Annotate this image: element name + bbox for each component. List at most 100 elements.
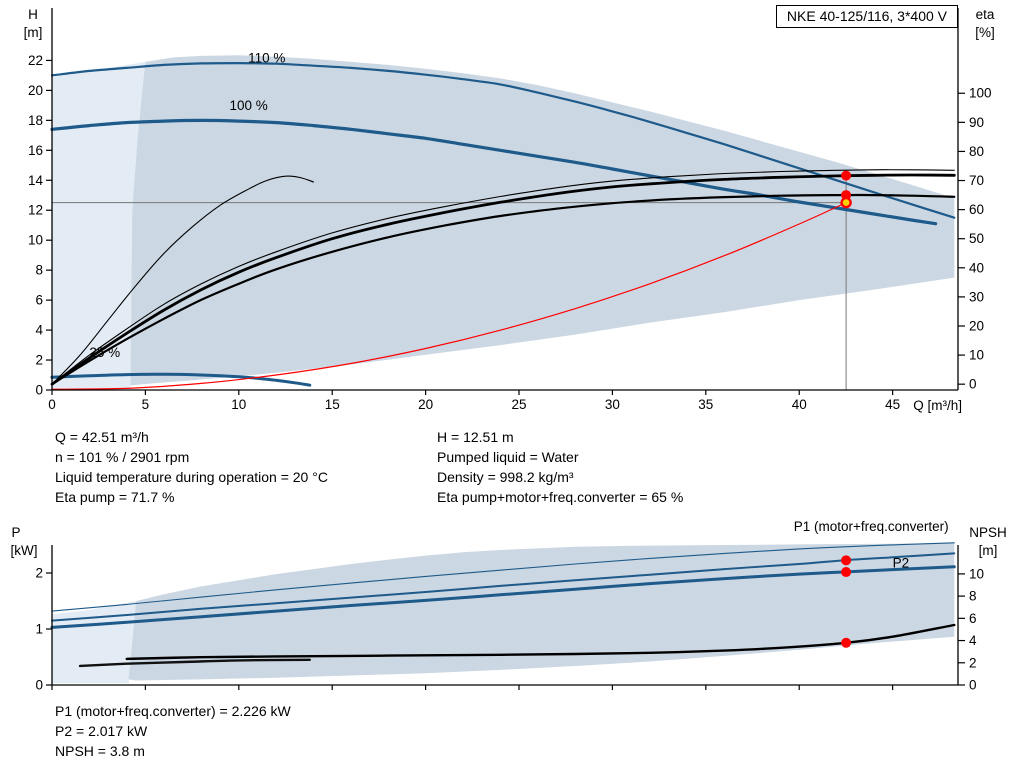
- marker-duty-p1: [841, 555, 852, 566]
- svg-text:0: 0: [969, 377, 977, 392]
- info-line-eta-pump: Eta pump = 71.7 %: [55, 489, 175, 505]
- svg-text:2: 2: [35, 353, 43, 368]
- power-info: P1 (motor+freq.converter) = 2.226 kW P2 …: [55, 701, 291, 761]
- info-line-h: H = 12.51 m: [437, 429, 514, 445]
- y-right-axis-title: NPSH: [969, 525, 1007, 540]
- svg-text:10: 10: [969, 566, 984, 581]
- svg-text:8: 8: [35, 263, 43, 278]
- y-right-axis-unit: [%]: [975, 25, 995, 40]
- marker-duty-eta-pump: [841, 170, 852, 181]
- y-right-axis-unit: [m]: [979, 543, 998, 558]
- envelope-areas: [52, 55, 955, 389]
- curve-label: 110 %: [248, 51, 285, 66]
- svg-text:100: 100: [969, 86, 992, 101]
- svg-text:1: 1: [35, 622, 43, 637]
- svg-text:2: 2: [35, 566, 43, 581]
- svg-text:70: 70: [969, 173, 984, 188]
- svg-text:0: 0: [969, 678, 977, 693]
- pump-model-title: NKE 40-125/116, 3*400 V: [786, 8, 947, 24]
- svg-text:22: 22: [28, 53, 43, 68]
- duty-info-left: Q = 42.51 m³/h n = 101 % / 2901 rpm Liqu…: [55, 427, 328, 507]
- svg-text:25: 25: [511, 397, 526, 412]
- info-line-density: Density = 998.2 kg/m³: [437, 469, 574, 485]
- y-left-axis-title: H: [28, 7, 38, 22]
- svg-text:40: 40: [792, 397, 807, 412]
- area-operating-envelope: [130, 55, 955, 386]
- svg-text:18: 18: [28, 113, 43, 128]
- area-envelope-left: [52, 61, 146, 389]
- series-speed-110: [50, 62, 956, 219]
- svg-text:0: 0: [48, 397, 56, 412]
- svg-text:30: 30: [969, 289, 984, 304]
- svg-text:8: 8: [969, 589, 977, 604]
- series-eta-pump-tolerance: [51, 169, 955, 385]
- svg-text:45: 45: [885, 397, 900, 412]
- svg-text:6: 6: [969, 611, 977, 626]
- info-line-q: Q = 42.51 m³/h: [55, 429, 149, 445]
- curve-label: 25 %: [89, 345, 120, 360]
- svg-text:40: 40: [969, 260, 984, 275]
- svg-text:4: 4: [969, 633, 977, 648]
- svg-text:2: 2: [969, 655, 977, 670]
- series-system-curve: [51, 202, 847, 390]
- info-line-p2: P2 = 2.017 kW: [55, 723, 148, 739]
- duty-crosshair: [52, 175, 847, 390]
- svg-text:6: 6: [35, 293, 43, 308]
- curve-label: P2: [893, 555, 910, 570]
- chart-power: P1 (motor+freq.converter) P2 0 1 2 0 2 4 6 8 10 P [k…: [11, 519, 1007, 693]
- svg-text:20: 20: [28, 83, 43, 98]
- y-right-axis-title: eta: [976, 7, 995, 22]
- x-axis-title: Q [m³/h]: [913, 398, 962, 413]
- axes: 0 1 2 0 2 4 6 8 10: [35, 545, 984, 693]
- info-line-p1: P1 (motor+freq.converter) = 2.226 kW: [55, 703, 291, 719]
- marker-duty-npsh: [841, 637, 852, 648]
- svg-text:14: 14: [28, 173, 44, 188]
- axes: 0 5 10 15 20 25 30 35 40 45 0 2 4 6 8 10 12 14 16 18 20 22 0 10…: [28, 8, 992, 412]
- info-line-eta-total: Eta pump+motor+freq.converter = 65 %: [437, 489, 684, 505]
- svg-text:10: 10: [231, 397, 246, 412]
- marker-duty-point: [840, 196, 852, 209]
- series-eta-total: [50, 193, 956, 386]
- area-power-envelope-left: [52, 601, 137, 684]
- series-p2: [50, 565, 956, 629]
- y-left-axis-title: P: [11, 525, 20, 540]
- info-line-liquid: Pumped liquid = Water: [437, 449, 579, 465]
- svg-text:0: 0: [35, 383, 43, 398]
- duty-markers: [841, 555, 852, 648]
- svg-text:5: 5: [142, 397, 150, 412]
- series-p1: [51, 552, 956, 622]
- marker-duty-p2: [841, 567, 852, 578]
- svg-text:60: 60: [969, 202, 984, 217]
- y-left-axis-unit: [m]: [24, 25, 43, 40]
- svg-text:15: 15: [325, 397, 340, 412]
- svg-text:0: 0: [35, 678, 43, 693]
- info-line-npsh: NPSH = 3.8 m: [55, 743, 145, 759]
- curve-label: P1 (motor+freq.converter): [794, 519, 949, 534]
- svg-text:10: 10: [28, 233, 43, 248]
- series-eta-reduced-speed: [51, 175, 315, 385]
- svg-text:20: 20: [418, 397, 433, 412]
- y-left-axis-unit: [kW]: [11, 543, 38, 558]
- svg-text:50: 50: [969, 231, 984, 246]
- curves: [50, 62, 956, 390]
- svg-text:4: 4: [35, 323, 43, 338]
- series-speed-25: [50, 372, 312, 387]
- pump-title-box: NKE 40-125/116, 3*400 V: [775, 5, 958, 28]
- svg-text:12: 12: [28, 203, 43, 218]
- series-p-25-speed: [78, 658, 311, 668]
- svg-text:30: 30: [605, 397, 620, 412]
- info-line-speed: n = 101 % / 2901 rpm: [55, 449, 190, 465]
- curve-label: 100 %: [229, 98, 267, 113]
- series-speed-100: [50, 118, 938, 226]
- svg-text:16: 16: [28, 143, 43, 158]
- svg-text:80: 80: [969, 144, 984, 159]
- svg-text:35: 35: [698, 397, 713, 412]
- svg-text:10: 10: [969, 348, 984, 363]
- svg-text:90: 90: [969, 115, 984, 130]
- chart-qh: 110 % 100 % 25 % 0 5 10 15 20 25 30 35 40 45 0 2 4 6 8 10 1…: [24, 7, 995, 413]
- info-line-temperature: Liquid temperature during operation = 20…: [55, 469, 328, 485]
- duty-markers: [840, 170, 852, 209]
- series-eta-pump: [50, 173, 956, 386]
